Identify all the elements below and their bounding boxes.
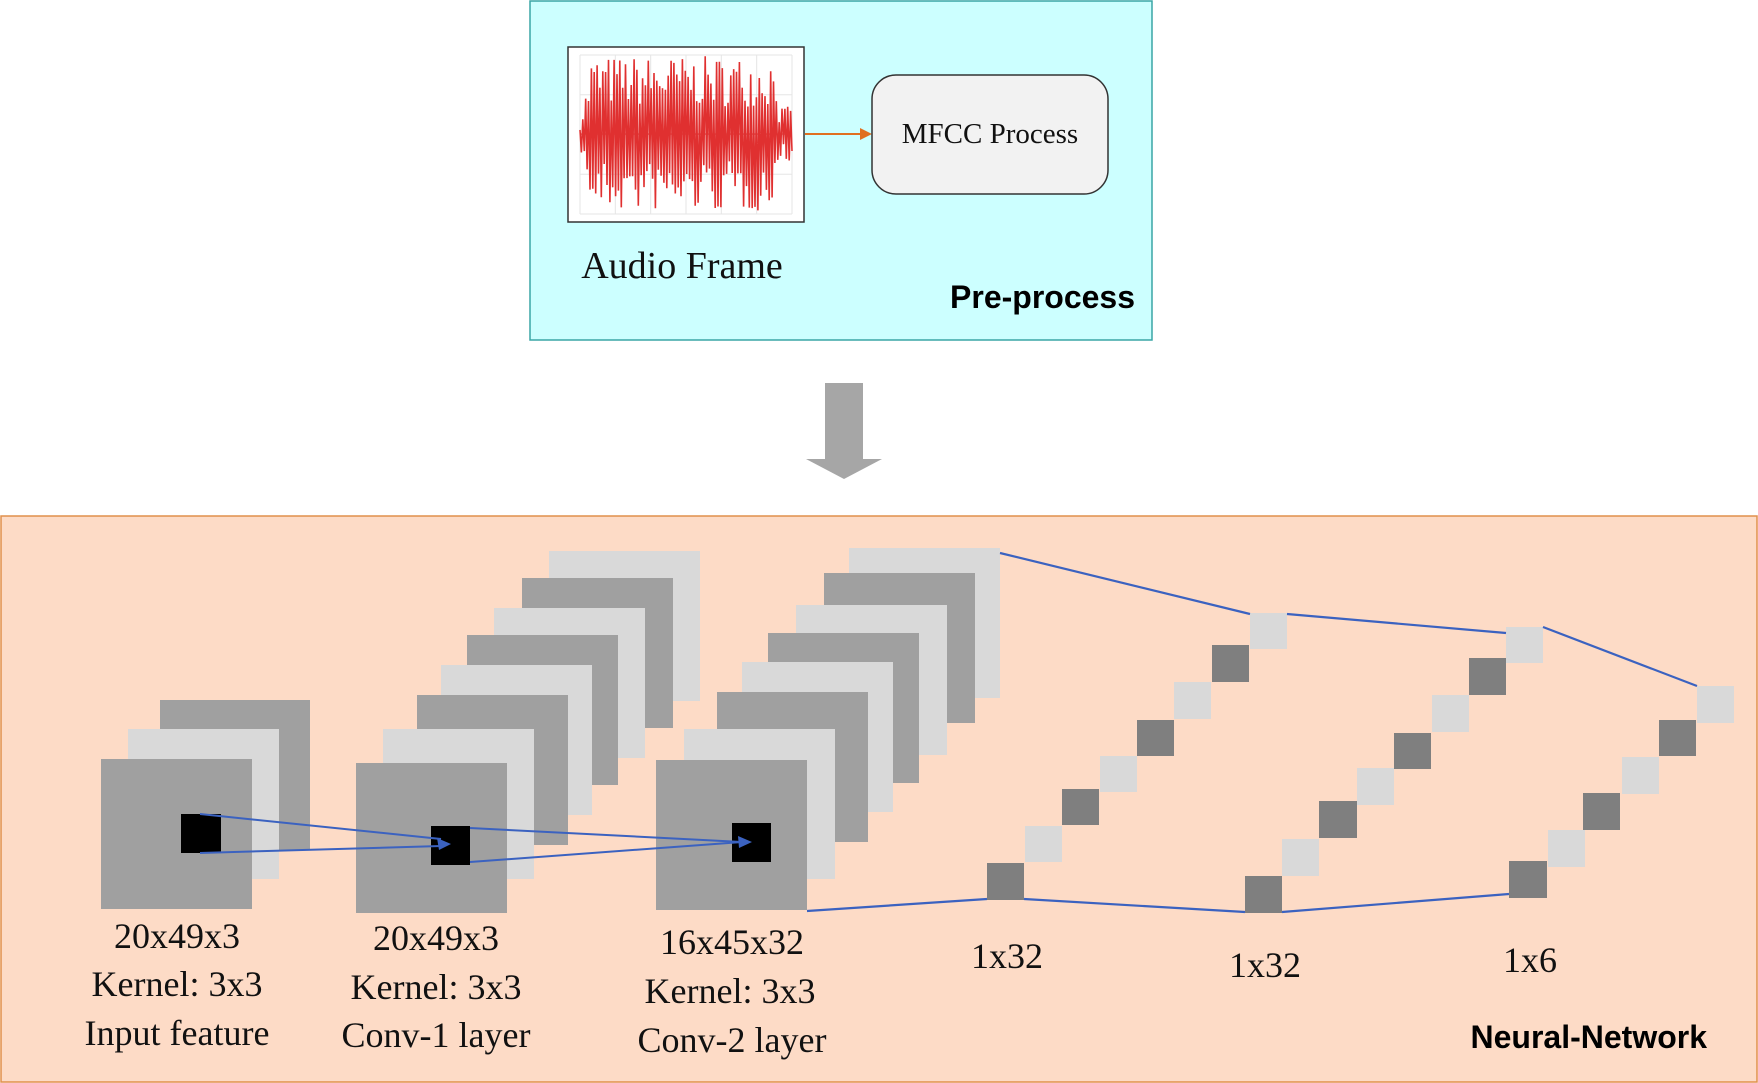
dense-layer-1-cells — [987, 613, 1287, 900]
audio-frame-label: Audio Frame — [581, 245, 783, 287]
vector-cell — [1394, 733, 1431, 769]
conv1-caption: 20x49x3 Kernel: 3x3 Conv-1 layer — [342, 918, 531, 1055]
input-feature-stack — [101, 700, 310, 909]
vector-cell — [1548, 830, 1585, 867]
vector-cell — [1659, 720, 1696, 756]
vector-cell — [1357, 768, 1394, 805]
output-layer-cells — [1509, 686, 1734, 898]
network-panel-title: Neural-Network — [1471, 1019, 1708, 1055]
layer-name: Input feature — [85, 1013, 270, 1053]
conv2-stack — [656, 548, 1000, 910]
vector-cell — [1212, 645, 1249, 682]
vector-cell — [1282, 839, 1319, 876]
vector-cell — [1025, 826, 1062, 862]
vector-cell — [1245, 876, 1282, 913]
vector-cell — [987, 863, 1024, 900]
feature-map — [656, 760, 807, 910]
feature-map — [101, 759, 252, 909]
preprocess-arrow — [805, 128, 872, 140]
layer-name: Conv-2 layer — [638, 1020, 827, 1060]
input-feature-caption: 20x49x3 Kernel: 3x3 Input feature — [85, 916, 270, 1053]
vector-cell — [1469, 658, 1506, 695]
dense-2-caption: 1x32 — [1229, 945, 1301, 985]
vector-cell — [1062, 789, 1099, 825]
layer-dims: 16x45x32 — [660, 922, 804, 962]
vector-cell — [1100, 756, 1137, 792]
preprocess-panel-title: Pre-process — [950, 279, 1135, 315]
vector-cell — [1583, 793, 1620, 830]
mfcc-process-box: MFCC Process — [871, 74, 1109, 195]
vector-cell — [1509, 861, 1547, 898]
vector-cell — [1174, 682, 1211, 719]
dense-vectors — [987, 613, 1734, 913]
layer-dims: 20x49x3 — [114, 916, 240, 956]
dense-layer-2-cells — [1245, 627, 1543, 913]
dense-connectors — [806, 551, 1698, 914]
flow-down-arrow — [806, 383, 882, 479]
kernel-connectors — [199, 813, 752, 863]
vector-cell — [1622, 757, 1659, 794]
layer-kernel: Kernel: 3x3 — [92, 964, 263, 1004]
layer-kernel: Kernel: 3x3 — [645, 971, 816, 1011]
kernel-window — [181, 814, 221, 853]
output-caption: 1x6 — [1503, 940, 1557, 980]
layer-name: Conv-1 layer — [342, 1015, 531, 1055]
layer-kernel: Kernel: 3x3 — [351, 967, 522, 1007]
network-panel: 20x49x3 Kernel: 3x3 Input feature 20x49x… — [0, 515, 1758, 1083]
vector-cell — [1697, 686, 1734, 723]
mfcc-process-label: MFCC Process — [902, 118, 1078, 150]
conv1-stack — [356, 551, 700, 913]
audio-waveform — [579, 56, 793, 211]
vector-cell — [1432, 695, 1469, 732]
vector-cell — [1137, 720, 1174, 756]
audio-frame-plot — [567, 46, 805, 223]
vector-cell — [1250, 613, 1287, 649]
layer-dims: 20x49x3 — [373, 918, 499, 958]
vector-cell — [1506, 627, 1543, 663]
vector-cell — [1319, 801, 1357, 838]
dense-1-caption: 1x32 — [971, 936, 1043, 976]
preprocess-panel: MFCC Process Audio Frame Pre-process — [529, 0, 1153, 341]
conv2-caption: 16x45x32 Kernel: 3x3 Conv-2 layer — [638, 922, 827, 1060]
